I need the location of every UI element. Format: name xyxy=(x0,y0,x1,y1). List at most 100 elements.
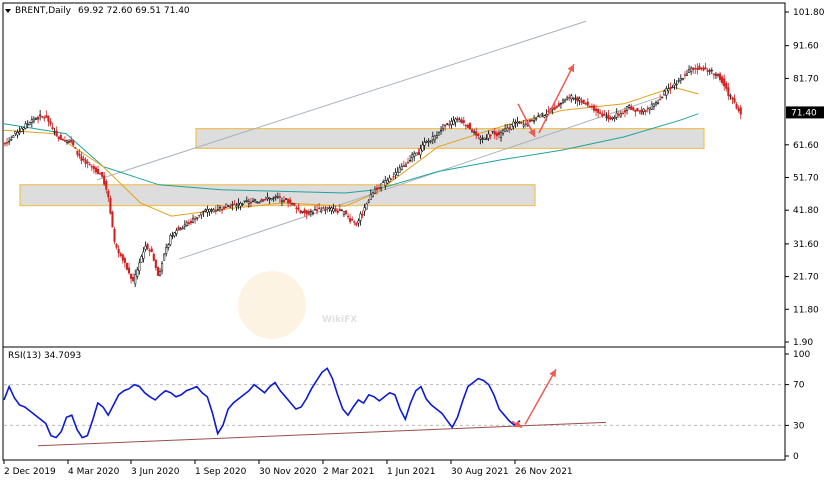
candle-body xyxy=(698,65,701,70)
candle-body xyxy=(206,209,209,213)
candle-body xyxy=(491,130,494,133)
price-y-tick-label: 61.60 xyxy=(793,141,819,151)
candle-body xyxy=(175,230,178,234)
candle-body xyxy=(398,167,401,173)
candle-body xyxy=(3,142,7,145)
candle-body xyxy=(466,124,469,128)
candle-body xyxy=(712,73,715,76)
candle-body xyxy=(710,69,713,72)
rsi-y-tick-label: 0 xyxy=(793,452,799,462)
rsi-y-tick-label: 70 xyxy=(793,381,805,391)
candle-body xyxy=(92,166,95,170)
candle-body xyxy=(204,209,207,212)
candle-body xyxy=(355,223,358,226)
candle-body xyxy=(20,128,23,132)
candle-body xyxy=(584,103,587,105)
candle-body xyxy=(313,209,317,211)
candle-body xyxy=(336,210,339,213)
candle-body xyxy=(208,209,211,212)
candle-body xyxy=(342,211,345,215)
candle-body xyxy=(84,159,87,164)
candle-body xyxy=(423,142,426,146)
candle-body xyxy=(646,108,649,110)
candle-body xyxy=(47,115,50,122)
candle-body xyxy=(413,153,416,157)
candle-body xyxy=(537,115,540,118)
candle-body xyxy=(735,104,738,109)
candle-body xyxy=(499,132,503,138)
candle-body xyxy=(471,129,474,133)
candle-body xyxy=(611,116,614,119)
candle-body xyxy=(458,119,461,122)
candle-body xyxy=(41,116,44,118)
candle-body xyxy=(603,113,606,116)
candle-body xyxy=(597,108,600,113)
candle-body xyxy=(171,235,174,237)
candle-body xyxy=(613,116,616,119)
candle-body xyxy=(723,78,726,87)
candle-body xyxy=(223,206,226,210)
candle-body xyxy=(30,119,33,123)
candle-body xyxy=(260,199,263,203)
channel-bottom-line xyxy=(178,93,670,260)
candle-body xyxy=(365,203,368,210)
candle-body xyxy=(578,98,581,101)
candle-body xyxy=(105,180,108,190)
candle-body xyxy=(559,102,562,105)
moving-averages xyxy=(3,86,699,217)
dropdown-triangle-icon[interactable] xyxy=(5,9,11,13)
candle-body xyxy=(231,204,234,206)
candle-body xyxy=(619,113,622,117)
rsi-y-tick-label: 30 xyxy=(793,421,805,431)
candle-body xyxy=(367,200,370,203)
candle-body xyxy=(179,228,182,231)
candle-body xyxy=(74,147,77,149)
candle-body xyxy=(72,140,75,146)
price-y-tick-label: 1.90 xyxy=(793,338,813,348)
candle-body xyxy=(132,277,135,282)
candle-body xyxy=(26,123,29,126)
candle-body xyxy=(508,127,511,130)
candle-body xyxy=(605,116,608,118)
candle-body xyxy=(274,196,277,198)
candle-body xyxy=(55,130,58,137)
candle-body xyxy=(309,210,312,213)
candle-body xyxy=(169,235,172,245)
candle-body xyxy=(535,118,538,120)
candle-body xyxy=(450,121,453,126)
candle-body xyxy=(586,101,589,106)
price-y-tick-label: 11.80 xyxy=(793,305,819,315)
candle-body xyxy=(305,210,308,215)
candle-body xyxy=(161,263,164,272)
candle-body xyxy=(181,227,184,229)
candle-body xyxy=(24,123,27,129)
candle-body xyxy=(714,74,717,76)
candle-body xyxy=(648,107,651,110)
candle-body xyxy=(561,99,565,103)
candle-body xyxy=(555,105,558,108)
candle-body xyxy=(729,95,732,97)
watermark-text: WikiFX xyxy=(322,315,357,325)
candle-body xyxy=(731,97,734,100)
candle-body xyxy=(140,256,143,263)
candle-body xyxy=(53,131,56,133)
candle-body xyxy=(502,129,505,134)
x-tick-label: 1 Sep 2020 xyxy=(195,467,247,477)
candle-body xyxy=(650,103,653,110)
candle-body xyxy=(588,105,591,108)
candle-body xyxy=(109,197,112,214)
candle-body xyxy=(475,131,478,136)
candle-body xyxy=(617,113,620,116)
candle-body xyxy=(630,106,633,110)
candle-body xyxy=(667,88,670,91)
candle-body xyxy=(522,124,525,127)
candle-body xyxy=(251,200,255,203)
candle-body xyxy=(289,199,292,204)
candle-body xyxy=(200,212,203,216)
candle-body xyxy=(338,208,341,211)
candle-body xyxy=(311,212,314,214)
candle-body xyxy=(582,99,585,104)
candle-body xyxy=(218,207,221,209)
watermark: WikiFX xyxy=(238,271,357,339)
